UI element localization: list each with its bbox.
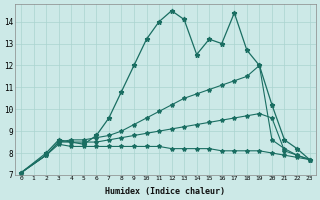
X-axis label: Humidex (Indice chaleur): Humidex (Indice chaleur) xyxy=(105,187,225,196)
